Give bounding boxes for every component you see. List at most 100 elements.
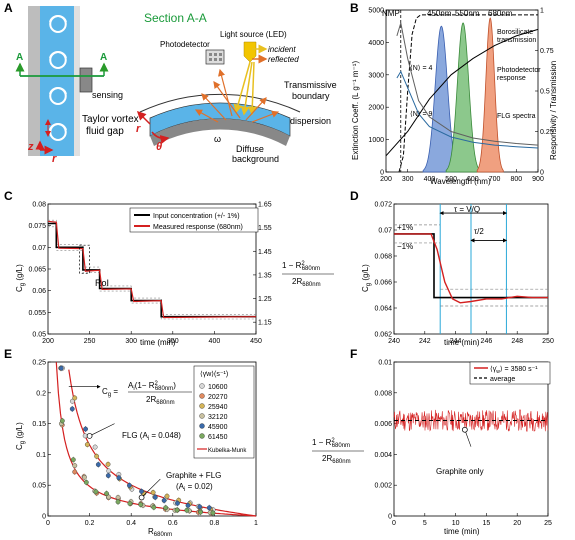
section-marker-left: A xyxy=(16,52,23,63)
data-point xyxy=(84,442,90,447)
y-tick-label: 0.002 xyxy=(374,483,392,490)
legend-box xyxy=(469,361,551,385)
fluid-gap-label-1: Taylor vortex xyxy=(82,114,139,125)
y2-tick-label: 1.25 xyxy=(258,296,272,303)
data-point xyxy=(106,468,112,474)
legend-input: Input concentration (+/- 1%) xyxy=(153,213,240,220)
panel-letter: F xyxy=(350,347,357,361)
data-point xyxy=(127,501,133,506)
axis-r-label: r xyxy=(52,153,57,165)
annotation-pointer xyxy=(464,429,472,447)
transmissive-label-2: boundary xyxy=(292,91,330,101)
x-tick-label: 300 xyxy=(125,338,137,345)
plot-b: 200 300 400 500 600 700 800 9000100020003000400… xyxy=(368,8,553,184)
data-point xyxy=(105,461,111,467)
data-point xyxy=(106,494,112,500)
label-450: 450nm xyxy=(427,9,452,18)
y-tick-label: 0.15 xyxy=(32,421,46,428)
legend-label: 20270 xyxy=(208,394,228,401)
label-borosilicate-1: Borosilicate xyxy=(497,29,533,36)
data-point xyxy=(151,504,157,510)
data-point xyxy=(150,490,156,495)
data-point xyxy=(104,491,109,496)
roi-label: RoI xyxy=(95,278,109,288)
x-tick-label: 25 xyxy=(544,520,552,527)
data-point xyxy=(82,433,88,439)
x-tick-label: 250 xyxy=(542,338,554,345)
y2-tick-label: 0.75 xyxy=(540,48,554,55)
x-tick-label: 20 xyxy=(513,520,521,527)
xlabel: time (min) xyxy=(444,338,480,347)
y-tick-label: 0.065 xyxy=(28,267,46,274)
data-point xyxy=(92,444,98,450)
y-tick-label: 0.05 xyxy=(32,332,46,339)
label-n9: ⟨N⟩ = 9 xyxy=(410,110,432,118)
y-tick-label: 0.066 xyxy=(374,280,392,287)
y-tick-label: 1000 xyxy=(368,137,384,144)
data-point xyxy=(58,365,64,371)
y-tick-label: 3000 xyxy=(368,72,384,79)
panel-letter: C xyxy=(4,189,13,203)
ylabel: Cg (g/L) xyxy=(361,264,372,292)
x-tick-label: 0 xyxy=(392,520,396,527)
legend-box xyxy=(129,207,259,233)
sensor-block xyxy=(79,67,93,93)
ylabel-right: Responsivity / Transmission xyxy=(549,61,558,160)
incident-label: incident xyxy=(268,45,296,54)
y2-tick-label: 0.25 xyxy=(540,129,554,136)
label-borosilicate-2: transmission xyxy=(497,37,536,44)
y2-tick-label: 1.45 xyxy=(258,249,272,256)
left-label-den: 2R680nm xyxy=(322,454,351,465)
series-noise xyxy=(393,409,549,432)
legend-label: 25940 xyxy=(208,404,228,411)
x-tick-label: 0.4 xyxy=(126,520,136,527)
data-point xyxy=(126,482,132,488)
series-flg-4 xyxy=(396,22,539,146)
y-tick-label: 0.07 xyxy=(378,228,392,235)
minus-label: −1% xyxy=(397,242,413,251)
y-tick-label: 2000 xyxy=(368,105,384,112)
ylabel-left: Extinction Coeff. (L g⁻¹ m⁻¹) xyxy=(351,61,360,160)
y-tick-label: 0.075 xyxy=(28,223,46,230)
reflected-label: reflected xyxy=(268,55,299,64)
transmissive-boundary xyxy=(139,93,301,113)
panel-letter: D xyxy=(350,189,359,203)
y-tick-label: 0.055 xyxy=(28,310,46,317)
data-point xyxy=(184,507,190,513)
plot-frame xyxy=(393,361,549,517)
y-tick-label: 0.01 xyxy=(378,360,392,367)
legend-label: 61450 xyxy=(208,434,228,441)
legend-box xyxy=(193,365,255,459)
y2-tick-label: 0.5 xyxy=(540,89,550,96)
legend-label: 32120 xyxy=(208,414,228,421)
y-tick-label: 0.006 xyxy=(374,421,392,428)
x-tick-label: 0.2 xyxy=(85,520,95,527)
data-point xyxy=(69,406,75,412)
flg-pointer xyxy=(89,423,115,437)
graphite-only-label: Graphite only xyxy=(436,467,484,476)
x-tick-label: 600 xyxy=(467,176,479,183)
data-point xyxy=(152,494,158,500)
y-tick-label: 0.062 xyxy=(374,332,392,339)
transmissive-label-1: Transmissive xyxy=(284,80,337,90)
data-point xyxy=(206,505,212,511)
data-point xyxy=(175,500,180,506)
legend-marker xyxy=(199,413,205,419)
x-tick-label: 400 xyxy=(424,176,436,183)
section-title: Section A-A xyxy=(144,11,207,25)
diffuse-label-2: background xyxy=(232,154,279,164)
label-550: 550nm xyxy=(455,9,480,18)
outer-cylinder-wall xyxy=(28,6,40,156)
y-tick-label: 0.068 xyxy=(374,254,392,261)
x-tick-label: 0 xyxy=(46,520,50,527)
panel-e: E 0 0.2 0.4 0.6 0.8 1 0 0.05 0.1 0.15 0.2 0.25 Cg =… xyxy=(4,347,258,538)
data-point xyxy=(83,479,89,485)
graphite-label-2: (Ai = 0.02) xyxy=(176,482,213,493)
equation-den: 2R680nm xyxy=(146,395,175,406)
data-point xyxy=(59,418,65,424)
x-tick-label: 400 xyxy=(209,338,221,345)
y-tick-label: 0.008 xyxy=(374,390,392,397)
legend-marker xyxy=(199,393,205,399)
left-label-num: 1 − R2 680nm xyxy=(312,438,350,449)
data-point xyxy=(72,469,78,475)
